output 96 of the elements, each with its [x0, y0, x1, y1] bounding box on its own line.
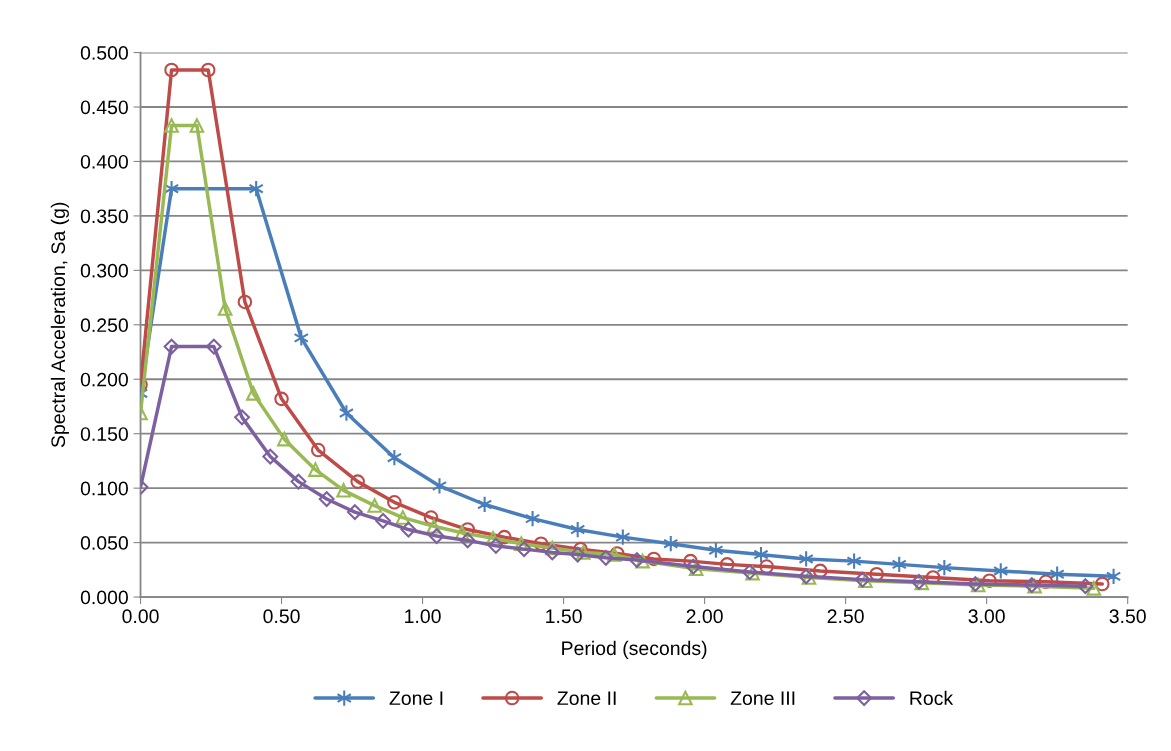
point [846, 552, 862, 570]
point [936, 558, 952, 577]
point [367, 498, 382, 513]
point [516, 541, 533, 558]
x-tick-label: 1.00 [405, 609, 441, 624]
point [497, 529, 512, 545]
y-tick-label: 0.050 [80, 536, 128, 550]
point [1086, 581, 1102, 596]
point [310, 442, 326, 458]
point [570, 520, 586, 539]
point [663, 535, 679, 553]
point [759, 559, 774, 574]
legend-label: Zone II [557, 691, 616, 706]
y-tick-label: 0.450 [80, 100, 128, 115]
point [1077, 578, 1094, 595]
point [544, 544, 561, 561]
point [1038, 574, 1054, 590]
y-tick-label: 0.200 [80, 372, 128, 387]
point [262, 448, 279, 465]
y-axis-title: Spectral Acceleration, Sa (g) [50, 202, 69, 448]
point [745, 565, 760, 581]
point [533, 536, 549, 551]
y-tick-label: 0.350 [80, 209, 128, 224]
legend-label: Rock [910, 690, 954, 706]
x-axis-title: Period (seconds) [562, 640, 707, 659]
point [858, 573, 873, 588]
point [1049, 565, 1065, 583]
point [426, 518, 442, 534]
point [982, 573, 997, 588]
point [189, 118, 205, 133]
x-tick-label: 0.00 [122, 609, 159, 624]
point [993, 562, 1009, 580]
point [395, 510, 411, 525]
point [400, 521, 417, 538]
point [487, 537, 504, 554]
point [274, 391, 289, 407]
point [576, 545, 591, 560]
legend-label: Zone I [389, 691, 443, 706]
point [350, 474, 365, 489]
point [524, 509, 541, 528]
point [164, 118, 179, 133]
point [308, 462, 323, 477]
point [277, 431, 292, 447]
point [200, 62, 216, 78]
point [387, 495, 402, 510]
y-tick-label: 0.100 [80, 481, 128, 496]
x-tick-label: 0.50 [263, 609, 300, 624]
point [485, 530, 501, 546]
point [646, 551, 662, 567]
point [290, 473, 307, 490]
y-tick-label: 0.250 [80, 318, 128, 333]
point [1105, 567, 1122, 586]
point [428, 528, 445, 544]
y-tick-label: 0.150 [80, 427, 128, 441]
point [318, 491, 335, 507]
point [237, 294, 253, 310]
point [597, 549, 614, 566]
point [293, 329, 309, 347]
point [164, 62, 179, 78]
point [569, 546, 586, 563]
point [336, 483, 351, 498]
x-tick-label: 2.50 [827, 609, 864, 624]
y-tick-label: 0.300 [80, 263, 128, 278]
point [708, 541, 724, 559]
y-tick-label: 0.500 [80, 46, 128, 60]
point [753, 545, 769, 564]
point [891, 555, 907, 574]
point [246, 386, 261, 401]
point [635, 553, 650, 569]
point [234, 409, 250, 426]
point [217, 301, 233, 316]
legend-label: Zone III [730, 691, 795, 706]
point [1027, 578, 1042, 594]
point [476, 495, 493, 514]
point [615, 528, 631, 546]
x-tick-label: 3.50 [1109, 609, 1146, 624]
y-tick-label: 0.400 [80, 154, 128, 169]
x-tick-label: 3.00 [968, 609, 1005, 624]
y-tick-label: 0.000 [80, 590, 128, 605]
point [375, 512, 391, 529]
point [460, 522, 475, 537]
point [346, 504, 363, 521]
point [798, 550, 814, 568]
point [629, 552, 645, 568]
x-tick-label: 2.00 [686, 609, 723, 624]
point [431, 477, 448, 495]
point [338, 404, 355, 422]
point [163, 338, 180, 355]
point [205, 338, 222, 355]
point [1095, 576, 1110, 592]
point [386, 448, 403, 467]
point [459, 532, 476, 549]
x-tick-label: 1.50 [546, 609, 582, 624]
point [423, 510, 439, 525]
point [248, 180, 264, 198]
point [454, 525, 470, 541]
